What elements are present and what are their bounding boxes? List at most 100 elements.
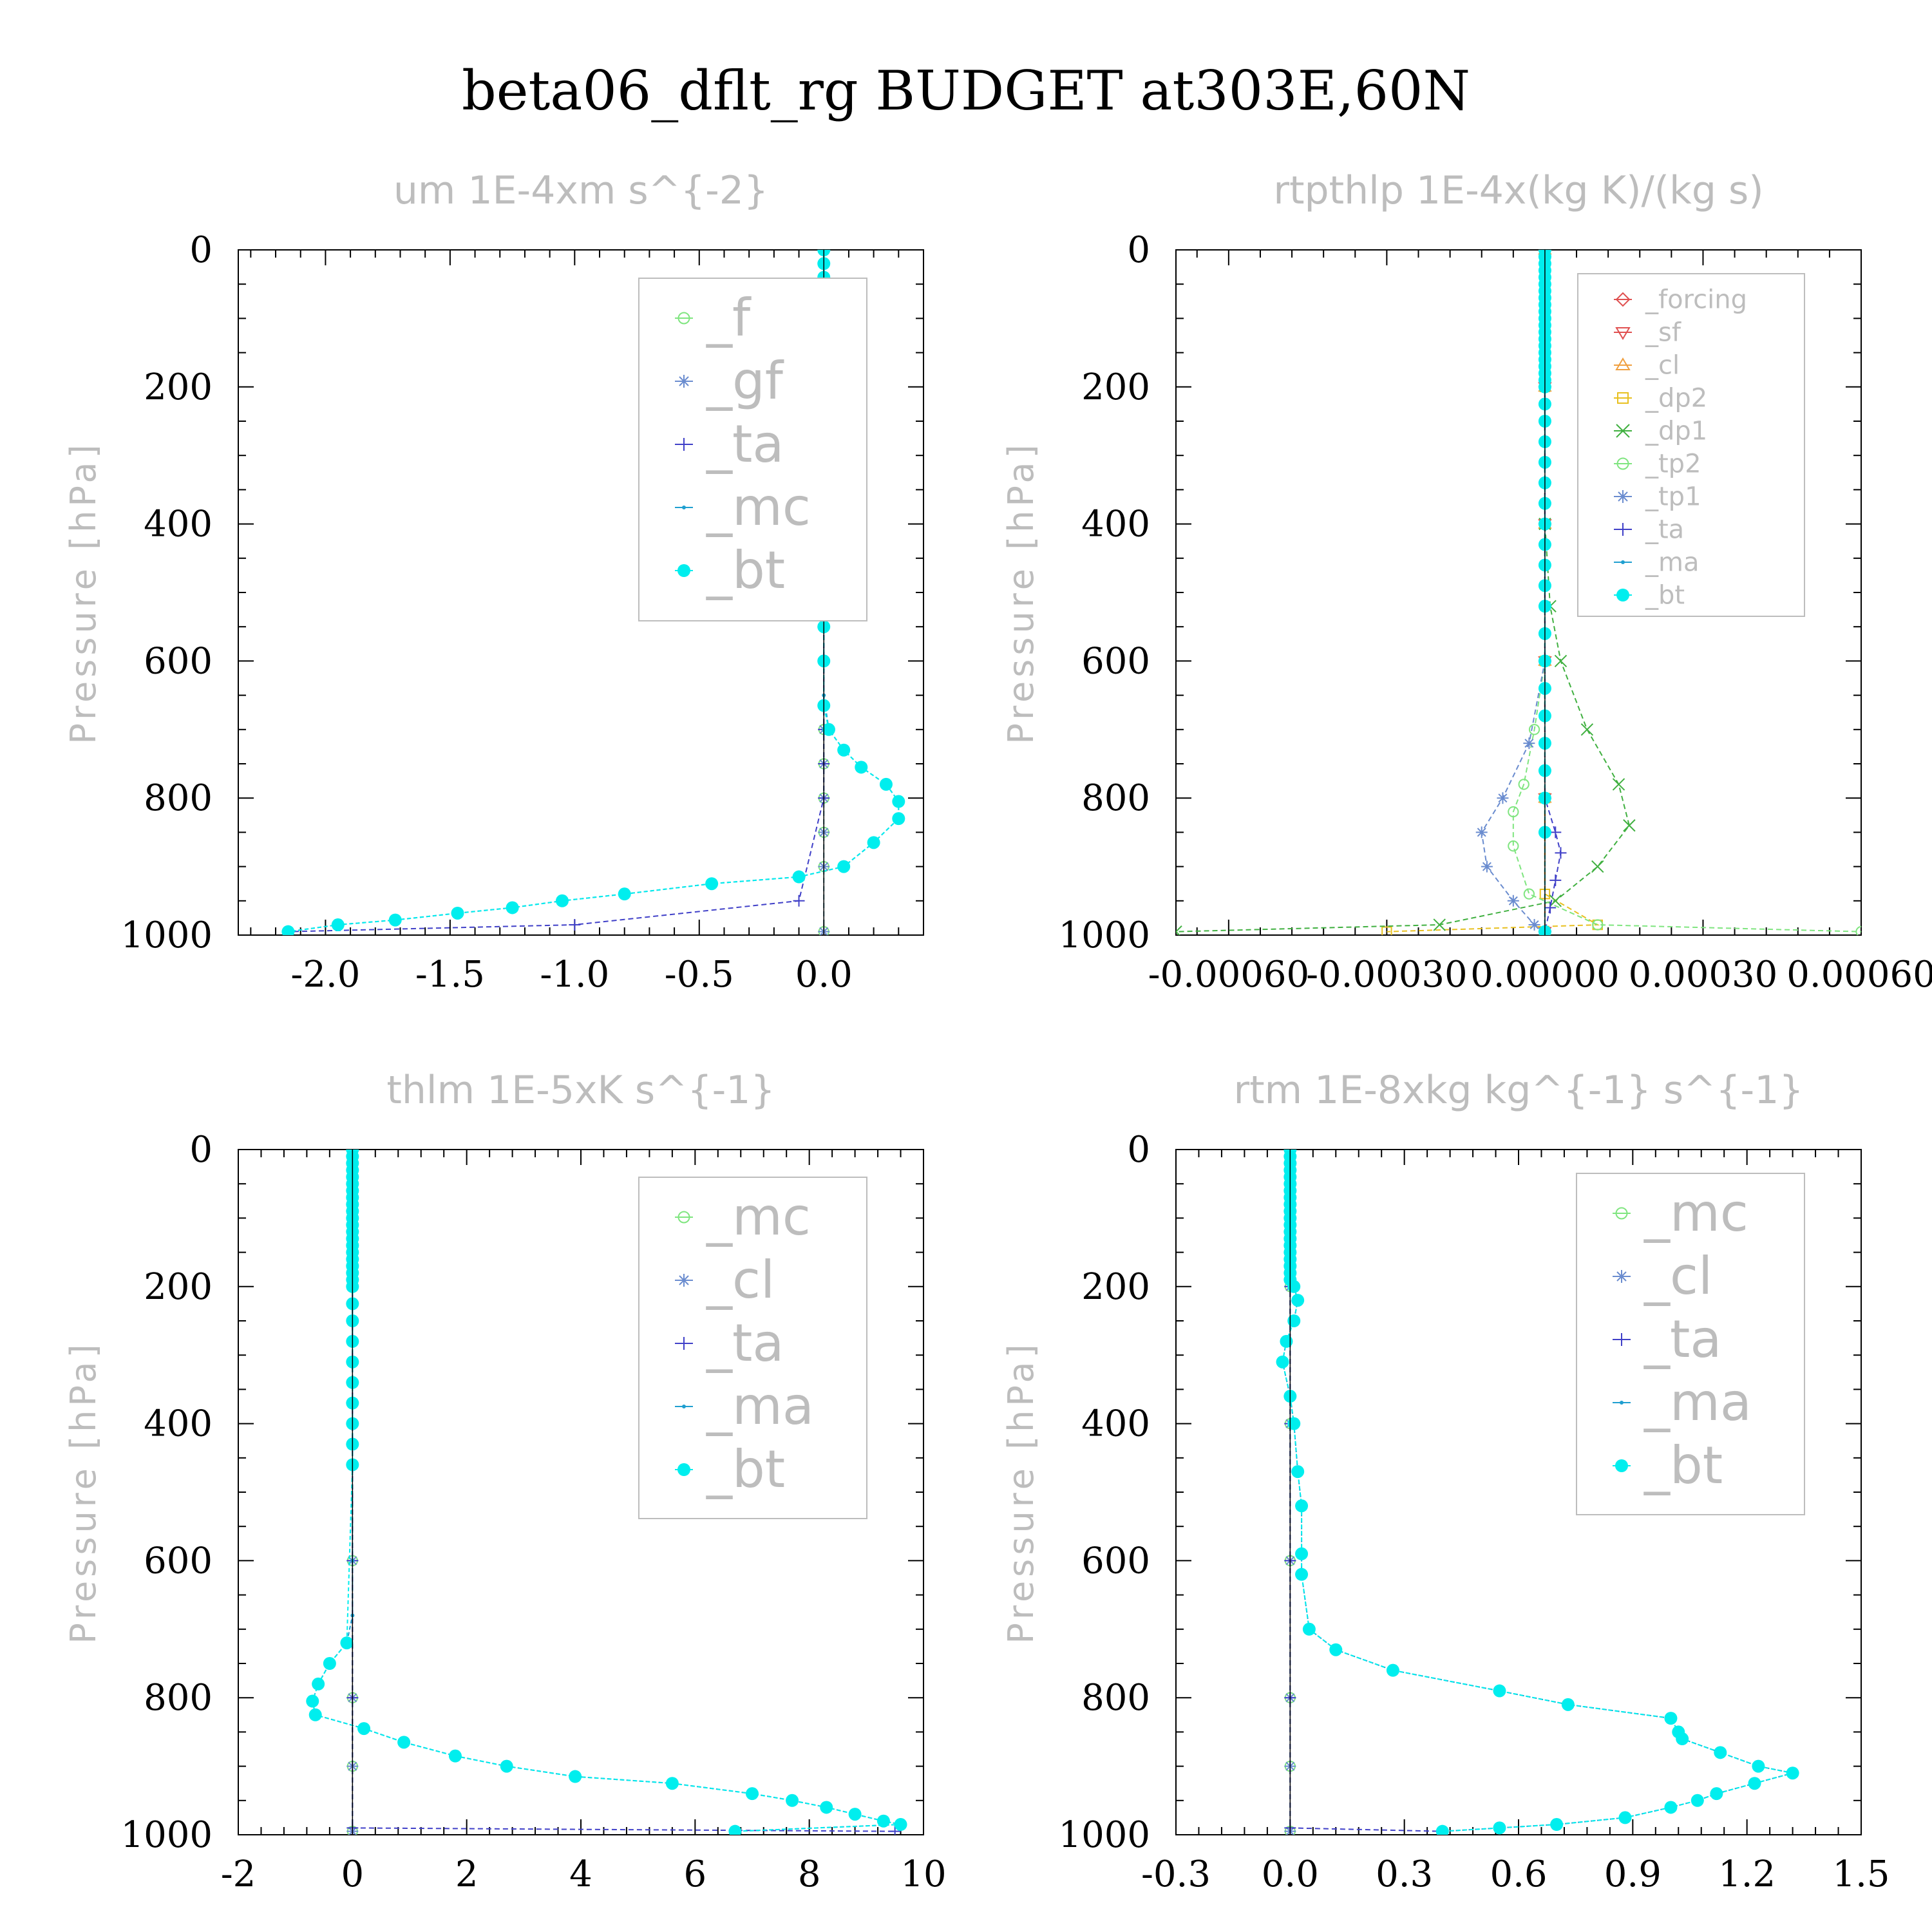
y-tick-label: 200 (1081, 1266, 1150, 1308)
y-tick-label: 800 (1081, 777, 1150, 819)
y-axis-label: Pressure [hPa] (63, 440, 104, 744)
data-point (1619, 1811, 1632, 1824)
x-tick-label: 0.6 (1490, 1853, 1547, 1895)
data-point (618, 887, 631, 900)
x-tick-label: 10 (900, 1853, 946, 1895)
legend-label: _tp1 (1645, 482, 1701, 512)
legend-label: _bt (1645, 581, 1685, 611)
legend-label: _mc (706, 477, 811, 537)
legend: _mc_cl_ta_ma_bt (639, 1177, 867, 1519)
data-point (855, 761, 867, 773)
data-point (1786, 1766, 1799, 1779)
data-point (306, 1695, 319, 1708)
data-point (323, 1657, 336, 1670)
legend-label: _mc (706, 1187, 811, 1247)
data-point (786, 1794, 799, 1807)
x-tick-label: 1.5 (1832, 1853, 1889, 1895)
legend-label: _bt (1643, 1435, 1723, 1495)
x-tick-label: 1.2 (1718, 1853, 1776, 1895)
x-tick-label: 0 (341, 1853, 365, 1895)
legend-marker (1616, 490, 1629, 503)
x-tick-label: -0.00060 (1148, 954, 1310, 996)
x-tick-label: -2.0 (290, 954, 360, 996)
data-point (1287, 1417, 1300, 1430)
data-point (1280, 1335, 1293, 1348)
budget-figure: beta06_dflt_rg BUDGET at303E,60N um 1E-4… (0, 0, 1932, 1932)
legend-marker (1616, 589, 1629, 601)
x-tick-label: 0.0 (795, 954, 853, 996)
x-tick-label: 0.3 (1376, 1853, 1433, 1895)
x-tick-label: 0.00000 (1470, 954, 1620, 996)
x-tick-label: -0.5 (665, 954, 734, 996)
data-point (1291, 1294, 1304, 1307)
data-point (892, 812, 905, 825)
data-point (397, 1736, 410, 1748)
legend-marker (677, 375, 690, 388)
data-point (793, 871, 806, 884)
data-point (1748, 1777, 1761, 1790)
y-tick-label: 600 (1081, 640, 1150, 682)
data-point (1664, 1801, 1677, 1814)
legend: _mc_cl_ta_ma_bt (1577, 1173, 1804, 1515)
data-point (1291, 1465, 1304, 1478)
data-point (556, 895, 569, 907)
data-point (312, 1678, 325, 1690)
y-tick-label: 800 (144, 1677, 213, 1719)
x-tick-label: -2 (221, 1853, 256, 1895)
panel-title: rtpthlp 1E-4x(kg K)/(kg s) (1273, 168, 1763, 213)
legend-label: _f (706, 288, 752, 348)
data-point (309, 1709, 322, 1721)
y-tick-label: 0 (1127, 229, 1150, 271)
legend-label: _bt (706, 1439, 785, 1499)
legend-label: _cl (706, 1250, 775, 1310)
legend: _forcing_sf_cl_dp2_dp1_tp2_tp1_ta_ma_bt (1578, 274, 1804, 616)
panel-title: um 1E-4xm s^{-2} (393, 168, 768, 213)
legend-label: _ta (1643, 1309, 1721, 1369)
legend-marker (1620, 1401, 1624, 1405)
legend-marker (1621, 560, 1625, 564)
y-tick-label: 600 (144, 1540, 213, 1582)
x-tick-label: 4 (569, 1853, 592, 1895)
data-point (1710, 1787, 1723, 1800)
y-tick-label: 200 (1081, 366, 1150, 408)
data-point (880, 778, 893, 791)
data-point (746, 1787, 759, 1800)
y-tick-label: 0 (1127, 1129, 1150, 1171)
legend-marker (1615, 1270, 1628, 1283)
data-point (1295, 1568, 1308, 1581)
y-tick-label: 600 (144, 640, 213, 682)
data-point (895, 1818, 907, 1831)
data-point (666, 1777, 679, 1790)
x-tick-label: 0.00030 (1629, 954, 1778, 996)
legend-label: _gf (706, 351, 784, 411)
data-point (892, 795, 905, 808)
data-point (332, 918, 345, 931)
data-point (1329, 1643, 1342, 1656)
data-point (506, 901, 519, 914)
y-tick-label: 400 (144, 504, 213, 545)
panel-title: rtm 1E-8xkg kg^{-1} s^{-1} (1233, 1068, 1803, 1113)
data-point (820, 1801, 833, 1814)
y-tick-label: 400 (1081, 504, 1150, 545)
data-point (705, 877, 718, 890)
data-point (1295, 1499, 1308, 1512)
legend-label: _mc (1643, 1183, 1748, 1243)
data-point (389, 914, 402, 927)
y-tick-label: 400 (1081, 1403, 1150, 1445)
x-tick-label: 0.00060 (1786, 954, 1932, 996)
y-tick-label: 600 (1081, 1540, 1150, 1582)
y-tick-label: 800 (144, 777, 213, 819)
data-point (1562, 1698, 1575, 1711)
legend-marker (677, 1463, 690, 1476)
legend-label: _dp2 (1645, 384, 1707, 413)
legend-label: _ma (1645, 548, 1699, 578)
x-tick-label: -0.3 (1141, 1853, 1211, 1895)
legend-label: _sf (1645, 318, 1681, 348)
data-point (837, 860, 850, 873)
x-tick-label: 6 (684, 1853, 707, 1895)
data-point (1493, 1685, 1506, 1698)
data-point (1303, 1623, 1316, 1636)
x-tick-label: 0.9 (1604, 1853, 1662, 1895)
data-point (837, 744, 850, 757)
data-point (449, 1750, 462, 1763)
